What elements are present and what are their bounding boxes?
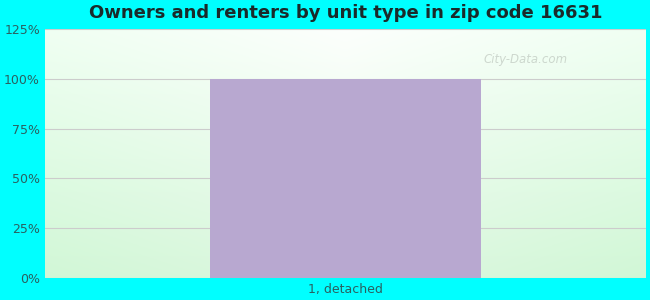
Text: City-Data.com: City-Data.com xyxy=(484,52,567,66)
Bar xyxy=(210,79,480,278)
Title: Owners and renters by unit type in zip code 16631: Owners and renters by unit type in zip c… xyxy=(88,4,602,22)
